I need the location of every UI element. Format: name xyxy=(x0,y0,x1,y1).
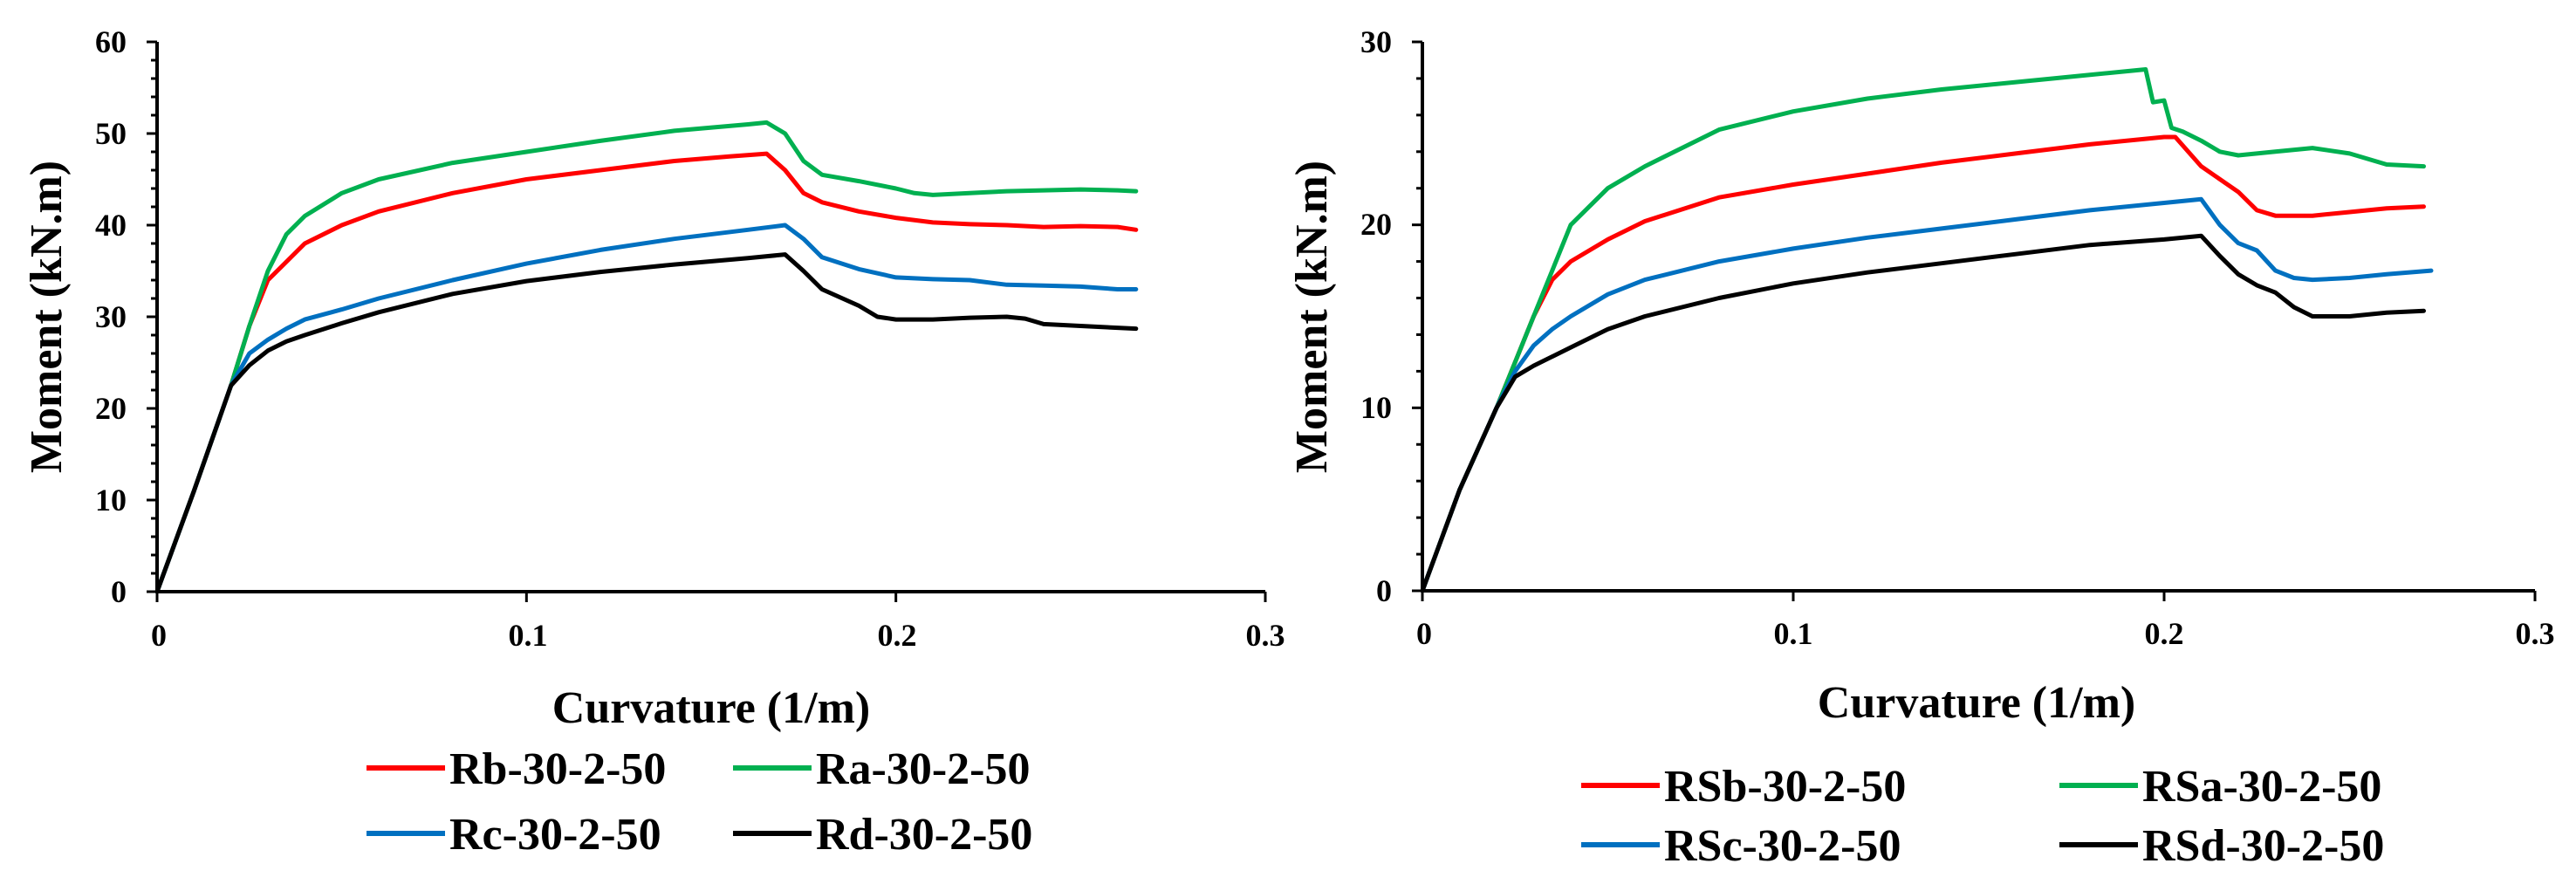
right-y-tick-label: 0 xyxy=(1376,573,1392,608)
left-series-line-Rb-30-2-50 xyxy=(154,151,1139,594)
right-legend-label: RSd-30-2-50 xyxy=(2142,821,2384,871)
left-series-line-Rc-30-2-50 xyxy=(154,223,1139,594)
right-y-ticks xyxy=(1412,40,1422,593)
right-series-line-RSc-30-2-50 xyxy=(1420,196,2434,593)
right-legend: RSb-30-2-50 RSa-30-2-50 RSc-30-2-50 RSd-… xyxy=(1581,762,2384,871)
right-series-line-RSb-30-2-50 xyxy=(1420,134,2426,593)
left-y-tick-label: 60 xyxy=(95,24,127,59)
right-x-tick-label: 0.3 xyxy=(2516,616,2555,651)
right-series-line-RSd-30-2-50 xyxy=(1420,233,2426,593)
right-x-tick-label: 0.2 xyxy=(2145,616,2184,651)
left-chart: 0 10 20 30 40 50 60 0 0.1 0.2 0.3 Curvat… xyxy=(22,24,1285,860)
right-x-tick-label: 0 xyxy=(1416,616,1432,651)
left-legend-label: Ra-30-2-50 xyxy=(816,744,1031,794)
left-legend: Rb-30-2-50 Ra-30-2-50 Rc-30-2-50 Rd-30-2… xyxy=(367,744,1032,860)
left-x-ticks xyxy=(155,592,1267,602)
right-series-line-RSa-30-2-50 xyxy=(1420,67,2426,593)
right-legend-label: RSb-30-2-50 xyxy=(1664,762,1906,812)
left-plot-area xyxy=(154,120,1139,594)
left-y-tick-label: 50 xyxy=(95,116,127,151)
left-y-tick-label: 40 xyxy=(95,208,127,243)
left-y-tick-label: 30 xyxy=(95,299,127,334)
left-y-axis-title: Moment (kN.m) xyxy=(22,161,72,473)
right-legend-label: RSa-30-2-50 xyxy=(2142,762,2381,812)
left-y-tick-label: 20 xyxy=(95,391,127,426)
right-x-ticks xyxy=(1421,591,2537,601)
left-legend-label: Rc-30-2-50 xyxy=(449,810,661,860)
left-x-tick-label: 0.2 xyxy=(878,618,917,653)
right-y-axis-title: Moment (kN.m) xyxy=(1287,161,1337,473)
left-x-tick-label: 0 xyxy=(151,618,167,653)
left-legend-label: Rd-30-2-50 xyxy=(816,810,1032,860)
right-legend-label: RSc-30-2-50 xyxy=(1664,821,1901,871)
left-y-tick-label: 10 xyxy=(95,483,127,517)
left-x-axis-title: Curvature (1/m) xyxy=(552,683,870,733)
right-x-axis-title: Curvature (1/m) xyxy=(1818,678,2135,728)
left-series-line-Ra-30-2-50 xyxy=(154,120,1139,594)
right-chart: 0 10 20 30 0 0.1 0.2 0.3 Curvature (1/m)… xyxy=(1287,24,2555,871)
left-series-line-Rd-30-2-50 xyxy=(154,252,1139,594)
left-x-tick-label: 0.3 xyxy=(1246,618,1285,653)
left-legend-label: Rb-30-2-50 xyxy=(449,744,666,794)
left-y-ticks xyxy=(147,40,157,593)
right-y-tick-label: 10 xyxy=(1360,390,1392,425)
left-y-tick-label: 0 xyxy=(111,574,127,609)
right-x-tick-label: 0.1 xyxy=(1774,616,1813,651)
right-y-tick-label: 30 xyxy=(1360,24,1392,59)
left-x-tick-label: 0.1 xyxy=(509,618,548,653)
right-plot-area xyxy=(1420,67,2434,593)
right-y-tick-label: 20 xyxy=(1360,207,1392,242)
